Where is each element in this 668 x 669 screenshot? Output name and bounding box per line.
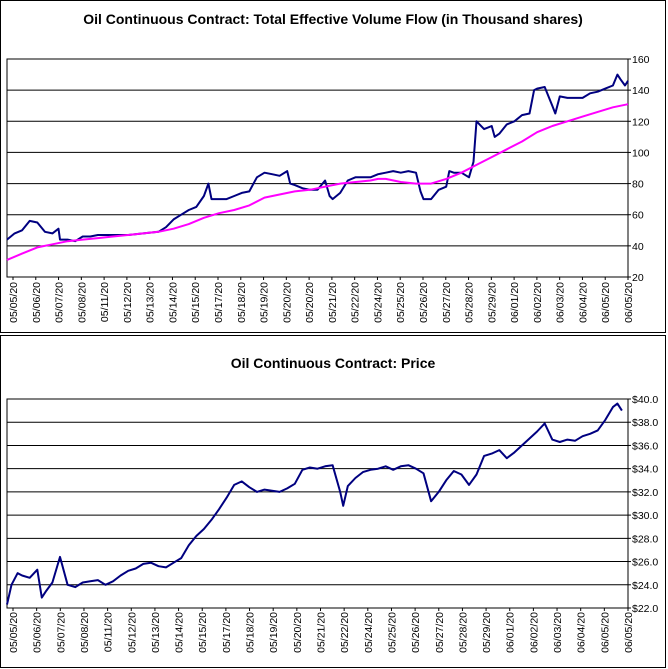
x-tick-label: 05/08/20	[76, 282, 88, 323]
y-tick-label: 160	[632, 54, 650, 66]
plot-area	[6, 398, 629, 609]
y-tick-label: $24.0	[632, 580, 658, 592]
x-tick-label: 05/11/20	[103, 612, 115, 652]
x-tick-label: 05/26/20	[418, 282, 430, 323]
x-tick-label: 05/20/20	[292, 612, 304, 653]
x-tick-label: 05/18/20	[245, 612, 257, 653]
price-chart: $22.0 $24.0 $26.0 $28.0 $30.0 $32.0 $34.0 $36.0…	[6, 394, 658, 653]
x-tick-label: 05/24/20	[372, 282, 384, 323]
price-chart-title: Oil Continuous Contract: Price	[230, 355, 436, 371]
x-tick-label: 05/07/20	[54, 282, 66, 323]
x-tick-label: 05/20/20	[304, 282, 316, 323]
x-tick-label: 05/28/20	[457, 612, 469, 653]
x-tick-label: 05/22/20	[350, 282, 362, 323]
x-tick-label: 05/15/20	[190, 282, 202, 323]
x-tick-label: 05/27/20	[441, 282, 453, 323]
x-tick-label: 06/04/20	[576, 612, 588, 653]
y-tick-label: $34.0	[632, 464, 658, 476]
x-tick-label: 05/25/20	[386, 612, 398, 653]
x-tick-label: 05/11/20	[99, 282, 111, 322]
x-tick-label: 05/14/20	[174, 612, 186, 653]
x-tick-label: 06/05/20	[623, 282, 635, 323]
x-tick-label: 05/17/20	[221, 612, 233, 653]
x-tick-label: 05/17/20	[213, 282, 225, 323]
x-tick-label: 05/26/20	[410, 612, 422, 653]
y-tick-label: 140	[632, 85, 650, 97]
x-tick-label: 05/20/20	[281, 282, 293, 323]
y-tick-label: $28.0	[632, 533, 658, 545]
series-line-1	[6, 402, 623, 605]
x-tick-label: 05/13/20	[150, 612, 162, 653]
x-tick-label: 05/12/20	[122, 282, 134, 323]
x-tick-label: 05/29/20	[481, 612, 493, 653]
y-tick-label: 20	[632, 272, 644, 284]
y-tick-label: 60	[632, 210, 644, 222]
x-tick-label: 05/27/20	[434, 612, 446, 653]
volume-chart-title: Oil Continuous Contract: Total Effective…	[83, 11, 583, 27]
y-tick-label: 100	[632, 147, 650, 159]
x-tick-label: 05/12/20	[126, 612, 138, 653]
y-tick-label: $32.0	[632, 487, 658, 499]
x-tick-label: 05/05/20	[8, 282, 20, 323]
x-tick-label: 05/08/20	[79, 612, 91, 653]
x-tick-label: 05/13/20	[145, 282, 157, 323]
x-tick-label: 05/06/20	[32, 612, 44, 653]
x-tick-label: 05/21/20	[316, 612, 328, 653]
x-tick-label: 06/02/20	[532, 282, 544, 323]
y-tick-label: 80	[632, 179, 644, 191]
x-tick-label: 05/22/20	[339, 612, 351, 653]
price-panel: Oil Continuous Contract: Price $22.0 $24.…	[0, 335, 666, 668]
x-tick-label: 05/05/20	[8, 612, 20, 653]
x-tick-label: 06/04/20	[577, 282, 589, 323]
x-tick-label: 06/01/20	[505, 612, 517, 653]
x-tick-label: 05/24/20	[363, 612, 375, 653]
x-tick-label: 05/19/20	[268, 612, 280, 653]
y-tick-label: $30.0	[632, 510, 658, 522]
y-tick-label: 40	[632, 241, 644, 253]
y-tick-label: $38.0	[632, 417, 658, 429]
volume-flow-chart: 20 40 60 80 100 120 140 160 05/05/20 05/06/20 05/0…	[6, 54, 650, 323]
y-tick-label: 120	[632, 116, 650, 128]
x-tick-label: 05/06/20	[31, 282, 43, 323]
series-line-2	[6, 103, 629, 261]
x-tick-label: 05/25/20	[395, 282, 407, 323]
x-tick-label: 05/29/20	[486, 282, 498, 323]
plot-area	[6, 58, 629, 278]
x-tick-label: 05/21/20	[327, 282, 339, 323]
y-tick-label: $26.0	[632, 557, 658, 569]
y-tick-label: $22.0	[632, 603, 658, 615]
x-tick-label: 06/02/20	[528, 612, 540, 653]
x-tick-label: 06/03/20	[555, 282, 567, 323]
x-tick-label: 05/18/20	[236, 282, 248, 323]
x-tick-label: 05/19/20	[259, 282, 271, 323]
x-tick-label: 05/15/20	[197, 612, 209, 653]
volume-flow-panel: Oil Continuous Contract: Total Effective…	[0, 0, 666, 333]
x-tick-label: 06/03/20	[552, 612, 564, 653]
x-tick-label: 06/01/20	[509, 282, 521, 323]
y-tick-label: $40.0	[632, 394, 658, 406]
x-tick-label: 05/14/20	[167, 282, 179, 323]
y-tick-label: $36.0	[632, 440, 658, 452]
x-tick-label: 05/07/20	[55, 612, 67, 653]
x-tick-label: 06/05/20	[623, 612, 635, 653]
x-tick-label: 06/05/20	[599, 612, 611, 653]
x-tick-label: 06/05/20	[600, 282, 612, 323]
x-tick-label: 05/28/20	[464, 282, 476, 323]
